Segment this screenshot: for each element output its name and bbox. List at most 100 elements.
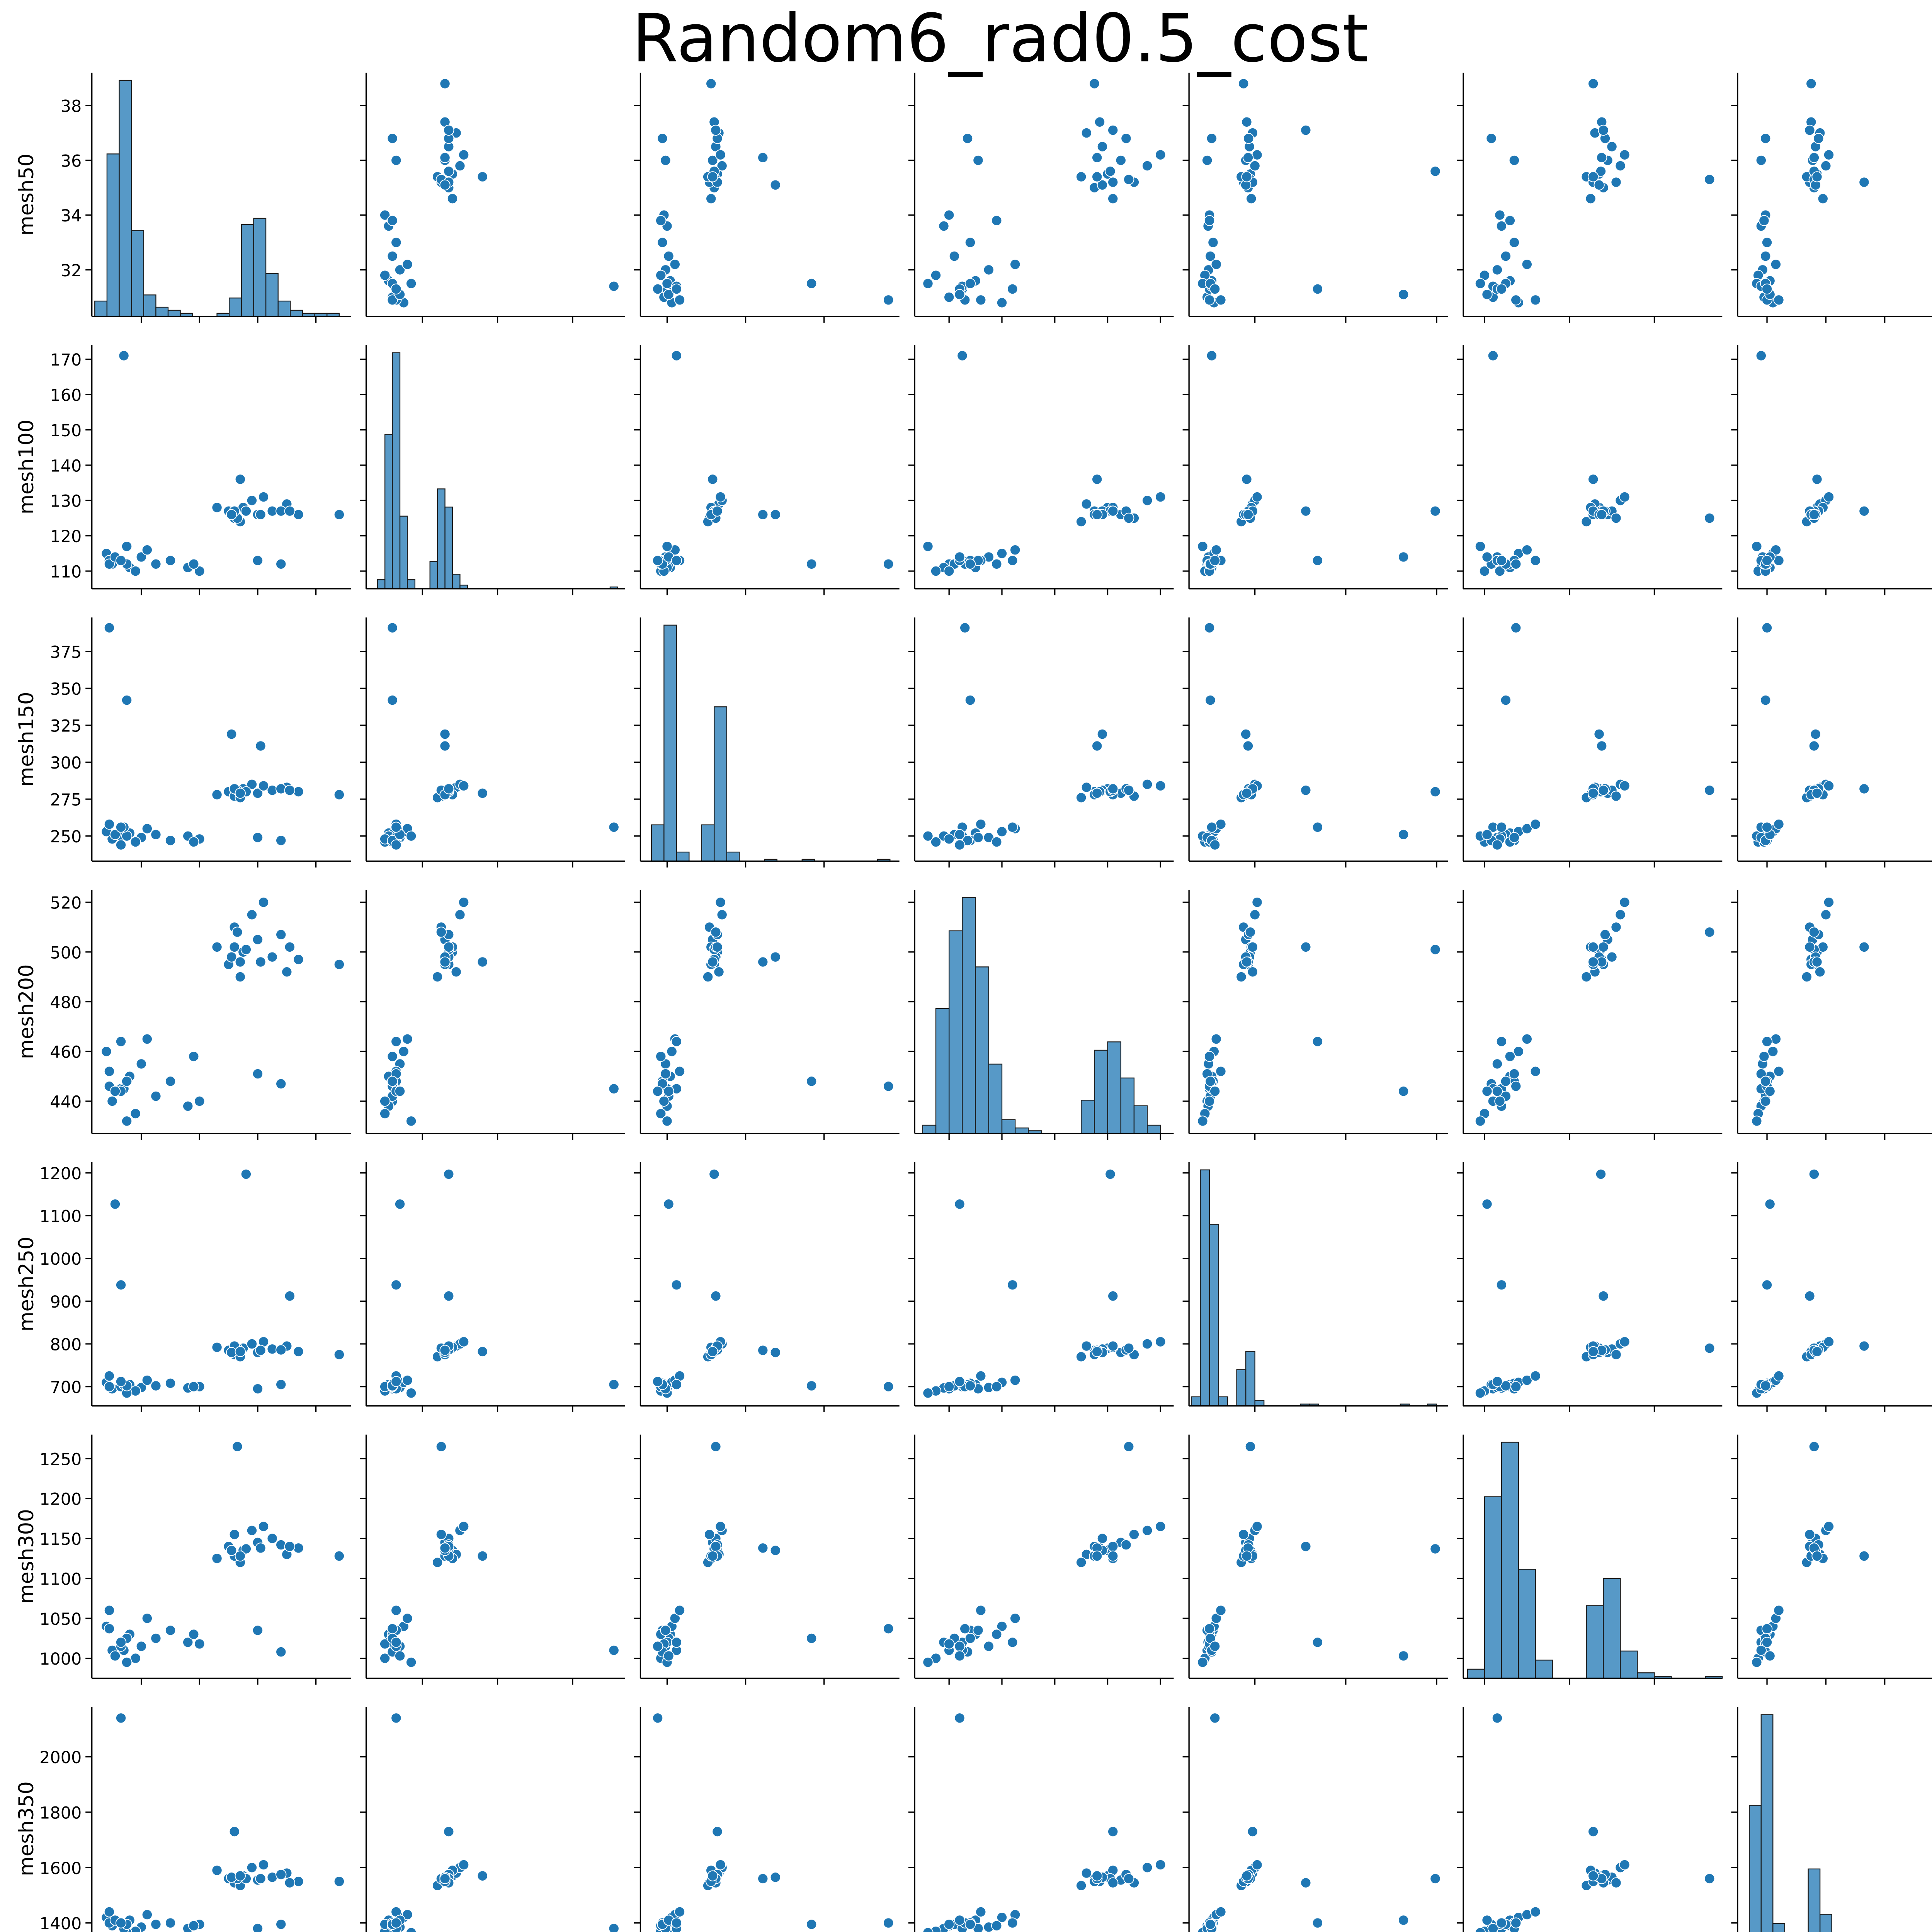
histogram-bar [277, 301, 291, 317]
scatter-point [188, 836, 199, 848]
scatter-point [1091, 787, 1103, 799]
scatter-point [1204, 1051, 1215, 1062]
scatter-point [194, 565, 205, 577]
scatter-point [454, 909, 466, 920]
scatter-point [252, 934, 264, 945]
scatter-point [1761, 1036, 1773, 1047]
y-tick-label: 1150 [39, 1530, 82, 1549]
scatter-point [1599, 929, 1611, 940]
scatter-point [1252, 1859, 1263, 1871]
scatter-point [150, 829, 162, 840]
scatter-point [1492, 264, 1503, 276]
scatter-point [710, 1441, 721, 1452]
scatter-point [136, 1058, 147, 1070]
histogram-bar [131, 230, 144, 317]
y-tick-label: 500 [50, 943, 82, 963]
scatter-point [710, 124, 721, 136]
scatter-point [1760, 1380, 1771, 1391]
scatter-point [806, 558, 817, 570]
scatter-point [954, 1641, 965, 1652]
y-tick-label: 170 [50, 350, 82, 370]
scatter-point [1509, 1068, 1520, 1080]
scatter-point [1598, 941, 1609, 953]
scatter-point [252, 1923, 264, 1932]
y-axis-label: mesh350 [15, 1781, 38, 1876]
histogram-bar [1749, 1805, 1762, 1932]
scatter-point [284, 1541, 296, 1552]
scatter-point [439, 728, 451, 740]
y-tick-label: 1600 [39, 1859, 82, 1878]
scatter-point [944, 833, 955, 845]
scatter-point [1755, 1645, 1767, 1656]
scatter-point [458, 149, 469, 160]
scatter-point [757, 509, 769, 520]
scatter-point [957, 350, 968, 361]
scatter-point [1475, 1388, 1486, 1399]
scatter-point [235, 971, 246, 983]
scatter-point [1859, 1550, 1870, 1562]
histogram-bar [106, 153, 120, 317]
scatter-point [387, 294, 398, 306]
scatter-point [101, 1046, 112, 1057]
scatter-point [240, 944, 252, 955]
scatter-point [379, 1095, 391, 1107]
scatter-point [276, 1646, 287, 1658]
scatter-point [258, 1521, 269, 1532]
scatter-point [707, 474, 718, 485]
histogram-bar [407, 579, 416, 589]
scatter-point [930, 270, 942, 281]
histogram-bar [988, 1063, 1003, 1134]
scatter-point [712, 1826, 723, 1837]
y-axis-label: mesh50 [15, 153, 38, 235]
scatter-point [391, 1917, 402, 1929]
scatter-point [1398, 1650, 1409, 1662]
scatter-point [229, 941, 240, 953]
scatter-point [1496, 1917, 1507, 1929]
scatter-point [1859, 1340, 1870, 1352]
scatter-point [954, 839, 965, 850]
scatter-point [1141, 1338, 1153, 1350]
scatter-point [1588, 78, 1599, 89]
scatter-point [1097, 179, 1108, 190]
scatter-point [387, 622, 398, 633]
scatter-point [1398, 1915, 1409, 1926]
scatter-point [150, 1380, 162, 1391]
scatter-point [1241, 474, 1252, 485]
scatter-point [1619, 896, 1630, 908]
scatter-point [922, 278, 934, 289]
scatter-point [1761, 1637, 1773, 1648]
scatter-point [240, 1168, 252, 1180]
scatter-point [1075, 1880, 1087, 1891]
scatter-point [1107, 1290, 1119, 1302]
scatter-point [405, 1388, 417, 1399]
scatter-point [1481, 1085, 1493, 1097]
scatter-point [1091, 152, 1103, 163]
scatter-point [435, 927, 447, 938]
scatter-point [1081, 782, 1092, 793]
scatter-point [996, 1621, 1008, 1632]
scatter-point [1761, 1279, 1773, 1291]
scatter-point [883, 1081, 894, 1092]
scatter-point [182, 1100, 194, 1112]
scatter-point [1209, 1641, 1221, 1652]
scatter-point [1530, 1906, 1541, 1918]
y-tick-label: 1100 [39, 1207, 82, 1226]
scatter-point [443, 783, 454, 794]
scatter-point [477, 1550, 488, 1562]
scatter-point [757, 1873, 769, 1884]
scatter-point [954, 1650, 965, 1662]
scatter-point [1204, 622, 1215, 633]
scatter-point [1007, 1917, 1018, 1929]
scatter-point [276, 929, 287, 940]
scatter-point [996, 1912, 1008, 1923]
scatter-point [944, 1638, 955, 1650]
y-tick-label: 130 [50, 492, 82, 511]
scatter-point [387, 215, 398, 226]
scatter-point [276, 1078, 287, 1090]
scatter-point [991, 836, 1002, 848]
scatter-point [671, 350, 682, 361]
scatter-point [1481, 1199, 1493, 1210]
scatter-point [232, 927, 243, 938]
scatter-point [1075, 516, 1087, 527]
